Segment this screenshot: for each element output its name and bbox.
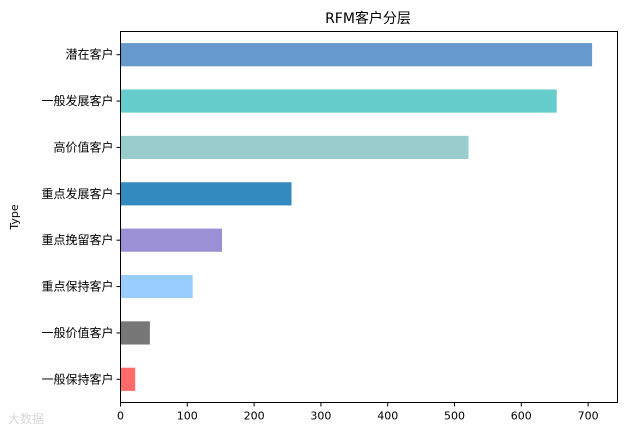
chart-title: RFM客户分层 <box>325 10 411 27</box>
x-tick-label: 0 <box>117 410 124 423</box>
watermark-text: 大数据 <box>8 412 45 426</box>
x-tick-label: 200 <box>244 410 265 423</box>
plot-frame <box>120 31 618 403</box>
bar <box>120 228 223 252</box>
x-tick-label: 300 <box>310 410 331 423</box>
bar <box>120 135 469 160</box>
x-tick-label: 400 <box>377 410 398 423</box>
x-tick-label: 700 <box>578 410 599 423</box>
y-tick-label: 重点保持客户 <box>41 279 113 294</box>
y-tick-label: 高价值客户 <box>53 139 113 154</box>
bar <box>120 367 136 391</box>
bar <box>120 182 292 206</box>
y-tick-label: 重点挽留客户 <box>41 232 113 247</box>
y-tick-label: 潜在客户 <box>65 47 113 62</box>
bar <box>120 321 150 345</box>
bars-layer <box>120 43 593 391</box>
y-axis-label: Type <box>8 204 21 230</box>
bar <box>120 89 557 113</box>
bar <box>120 43 593 67</box>
y-tick-label: 重点发展客户 <box>41 186 113 201</box>
x-tick-label: 100 <box>177 410 198 423</box>
y-tick-label: 一般保持客户 <box>41 371 113 386</box>
x-tick-label: 500 <box>444 410 465 423</box>
y-tick-label: 一般发展客户 <box>41 93 113 108</box>
x-tick-label: 600 <box>511 410 532 423</box>
y-tick-label: 一般价值客户 <box>41 325 113 340</box>
bar <box>120 274 193 299</box>
